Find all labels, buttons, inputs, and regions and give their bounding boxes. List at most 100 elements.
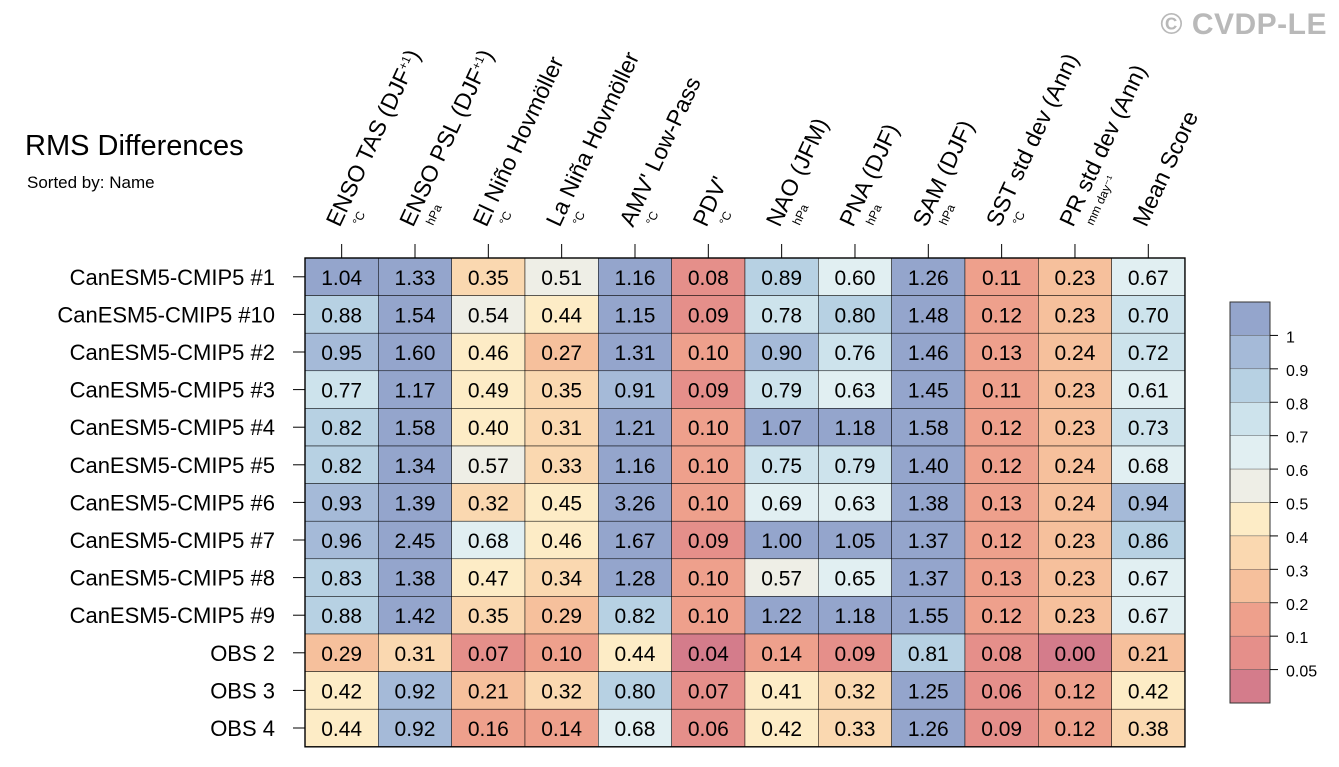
heatmap-cell [744,520,819,560]
cell-value: 1.60 [395,342,436,365]
cell-value: 0.82 [321,417,362,440]
cell-value: 0.07 [468,643,509,666]
heatmap-cell [524,558,599,597]
heatmap-cell [598,708,672,748]
cell-value: 1.25 [908,680,949,703]
cell-value: 0.63 [835,492,876,515]
row-label: OBS 2 [210,641,275,666]
column-unit: °C [643,209,662,227]
heatmap-cell [964,633,1039,672]
colorbar-segment [1229,669,1271,704]
cell-value: 0.47 [468,568,509,591]
heatmap-cell [671,633,746,672]
heatmap-cell [744,596,819,635]
cell-value: 1.26 [908,718,949,741]
cell-value: 0.10 [688,417,729,440]
heatmap-cell [964,520,1039,560]
column-unit: °C [716,209,735,227]
cell-value: 0.92 [395,680,436,703]
cell-value: 0.08 [981,643,1022,666]
heatmap-cell [1111,558,1186,597]
cell-value: 0.65 [835,568,876,591]
heatmap-cell [891,295,966,334]
heatmap-cell [378,445,452,484]
cell-value: 0.12 [981,605,1022,628]
heatmap-cell [671,370,746,409]
colorbar-label: 0.7 [1286,430,1308,447]
heatmap-cell [818,295,892,334]
heatmap-cell [964,445,1039,484]
cell-value: 0.10 [688,455,729,478]
heatmap-cell [598,295,672,334]
cell-value: 0.80 [615,680,656,703]
heatmap-cell [891,708,966,748]
cell-value: 0.96 [321,530,362,553]
cell-value: 0.45 [541,492,582,515]
cell-value: 0.68 [468,530,509,553]
colorbar-segment [1229,402,1271,436]
colorbar-segment [1229,569,1271,603]
heatmap-cell [1111,257,1186,296]
cell-value: 0.06 [688,718,729,741]
cell-value: 0.33 [835,718,876,741]
heatmap-cell [1038,445,1112,484]
heatmap-cell [964,332,1039,372]
heatmap-cell [304,295,379,334]
heatmap-cell [1111,483,1186,522]
cell-value: 0.61 [1128,380,1169,403]
heatmap-cell [304,671,379,710]
heatmap-cell [1038,370,1112,409]
cell-value: 0.89 [761,267,802,290]
heatmap-cell [598,671,672,710]
cell-value: 0.92 [395,718,436,741]
cell-value: 0.14 [761,643,802,666]
heatmap-cell [891,445,966,484]
heatmap-cell [598,408,672,447]
column-label: Mean Score [1127,107,1203,230]
heatmap-cell [378,596,452,635]
cell-value: 1.07 [761,417,802,440]
cell-value: 0.10 [688,492,729,515]
colorbar-segment [1229,635,1271,670]
heatmap-cell [818,596,892,635]
row-label: CanESM5-CMIP5 #9 [70,603,275,628]
heatmap-cell [1038,257,1112,296]
colorbar-label: 0.2 [1286,597,1308,614]
heatmap-cell [304,408,379,447]
heatmap-cell [451,520,526,560]
heatmap-cell [891,596,966,635]
cell-value: 0.13 [981,342,1022,365]
cell-value: 0.70 [1128,304,1169,327]
heatmap-cell [818,708,892,748]
cell-value: 0.12 [981,455,1022,478]
cell-value: 0.23 [1055,304,1096,327]
colorbar-segment [1229,335,1271,370]
cell-value: 0.88 [321,605,362,628]
heatmap-cell [964,370,1039,409]
heatmap-cell [1038,295,1112,334]
heatmap-cell [524,332,599,372]
cell-value: 0.77 [321,380,362,403]
cell-value: 0.23 [1055,417,1096,440]
cell-value: 0.29 [321,643,362,666]
cell-value: 1.05 [835,530,876,553]
heatmap-cell [1111,520,1186,560]
row-label: OBS 4 [210,716,275,741]
cell-value: 0.12 [1055,718,1096,741]
cell-value: 1.15 [615,304,656,327]
cell-value: 0.46 [468,342,509,365]
heatmap-cell [304,558,379,597]
heatmap-cell [891,633,966,672]
cell-value: 0.35 [468,605,509,628]
cell-value: 0.16 [468,718,509,741]
heatmap-cell [1038,558,1112,597]
heatmap-cell [451,558,526,597]
cell-value: 0.44 [541,304,582,327]
row-label: CanESM5-CMIP5 #7 [70,528,275,553]
cell-value: 1.33 [395,267,436,290]
cell-value: 0.09 [835,643,876,666]
cell-value: 0.04 [688,643,729,666]
cell-value: 0.38 [1128,718,1169,741]
cell-value: 0.78 [761,304,802,327]
row-label: CanESM5-CMIP5 #4 [70,415,275,440]
